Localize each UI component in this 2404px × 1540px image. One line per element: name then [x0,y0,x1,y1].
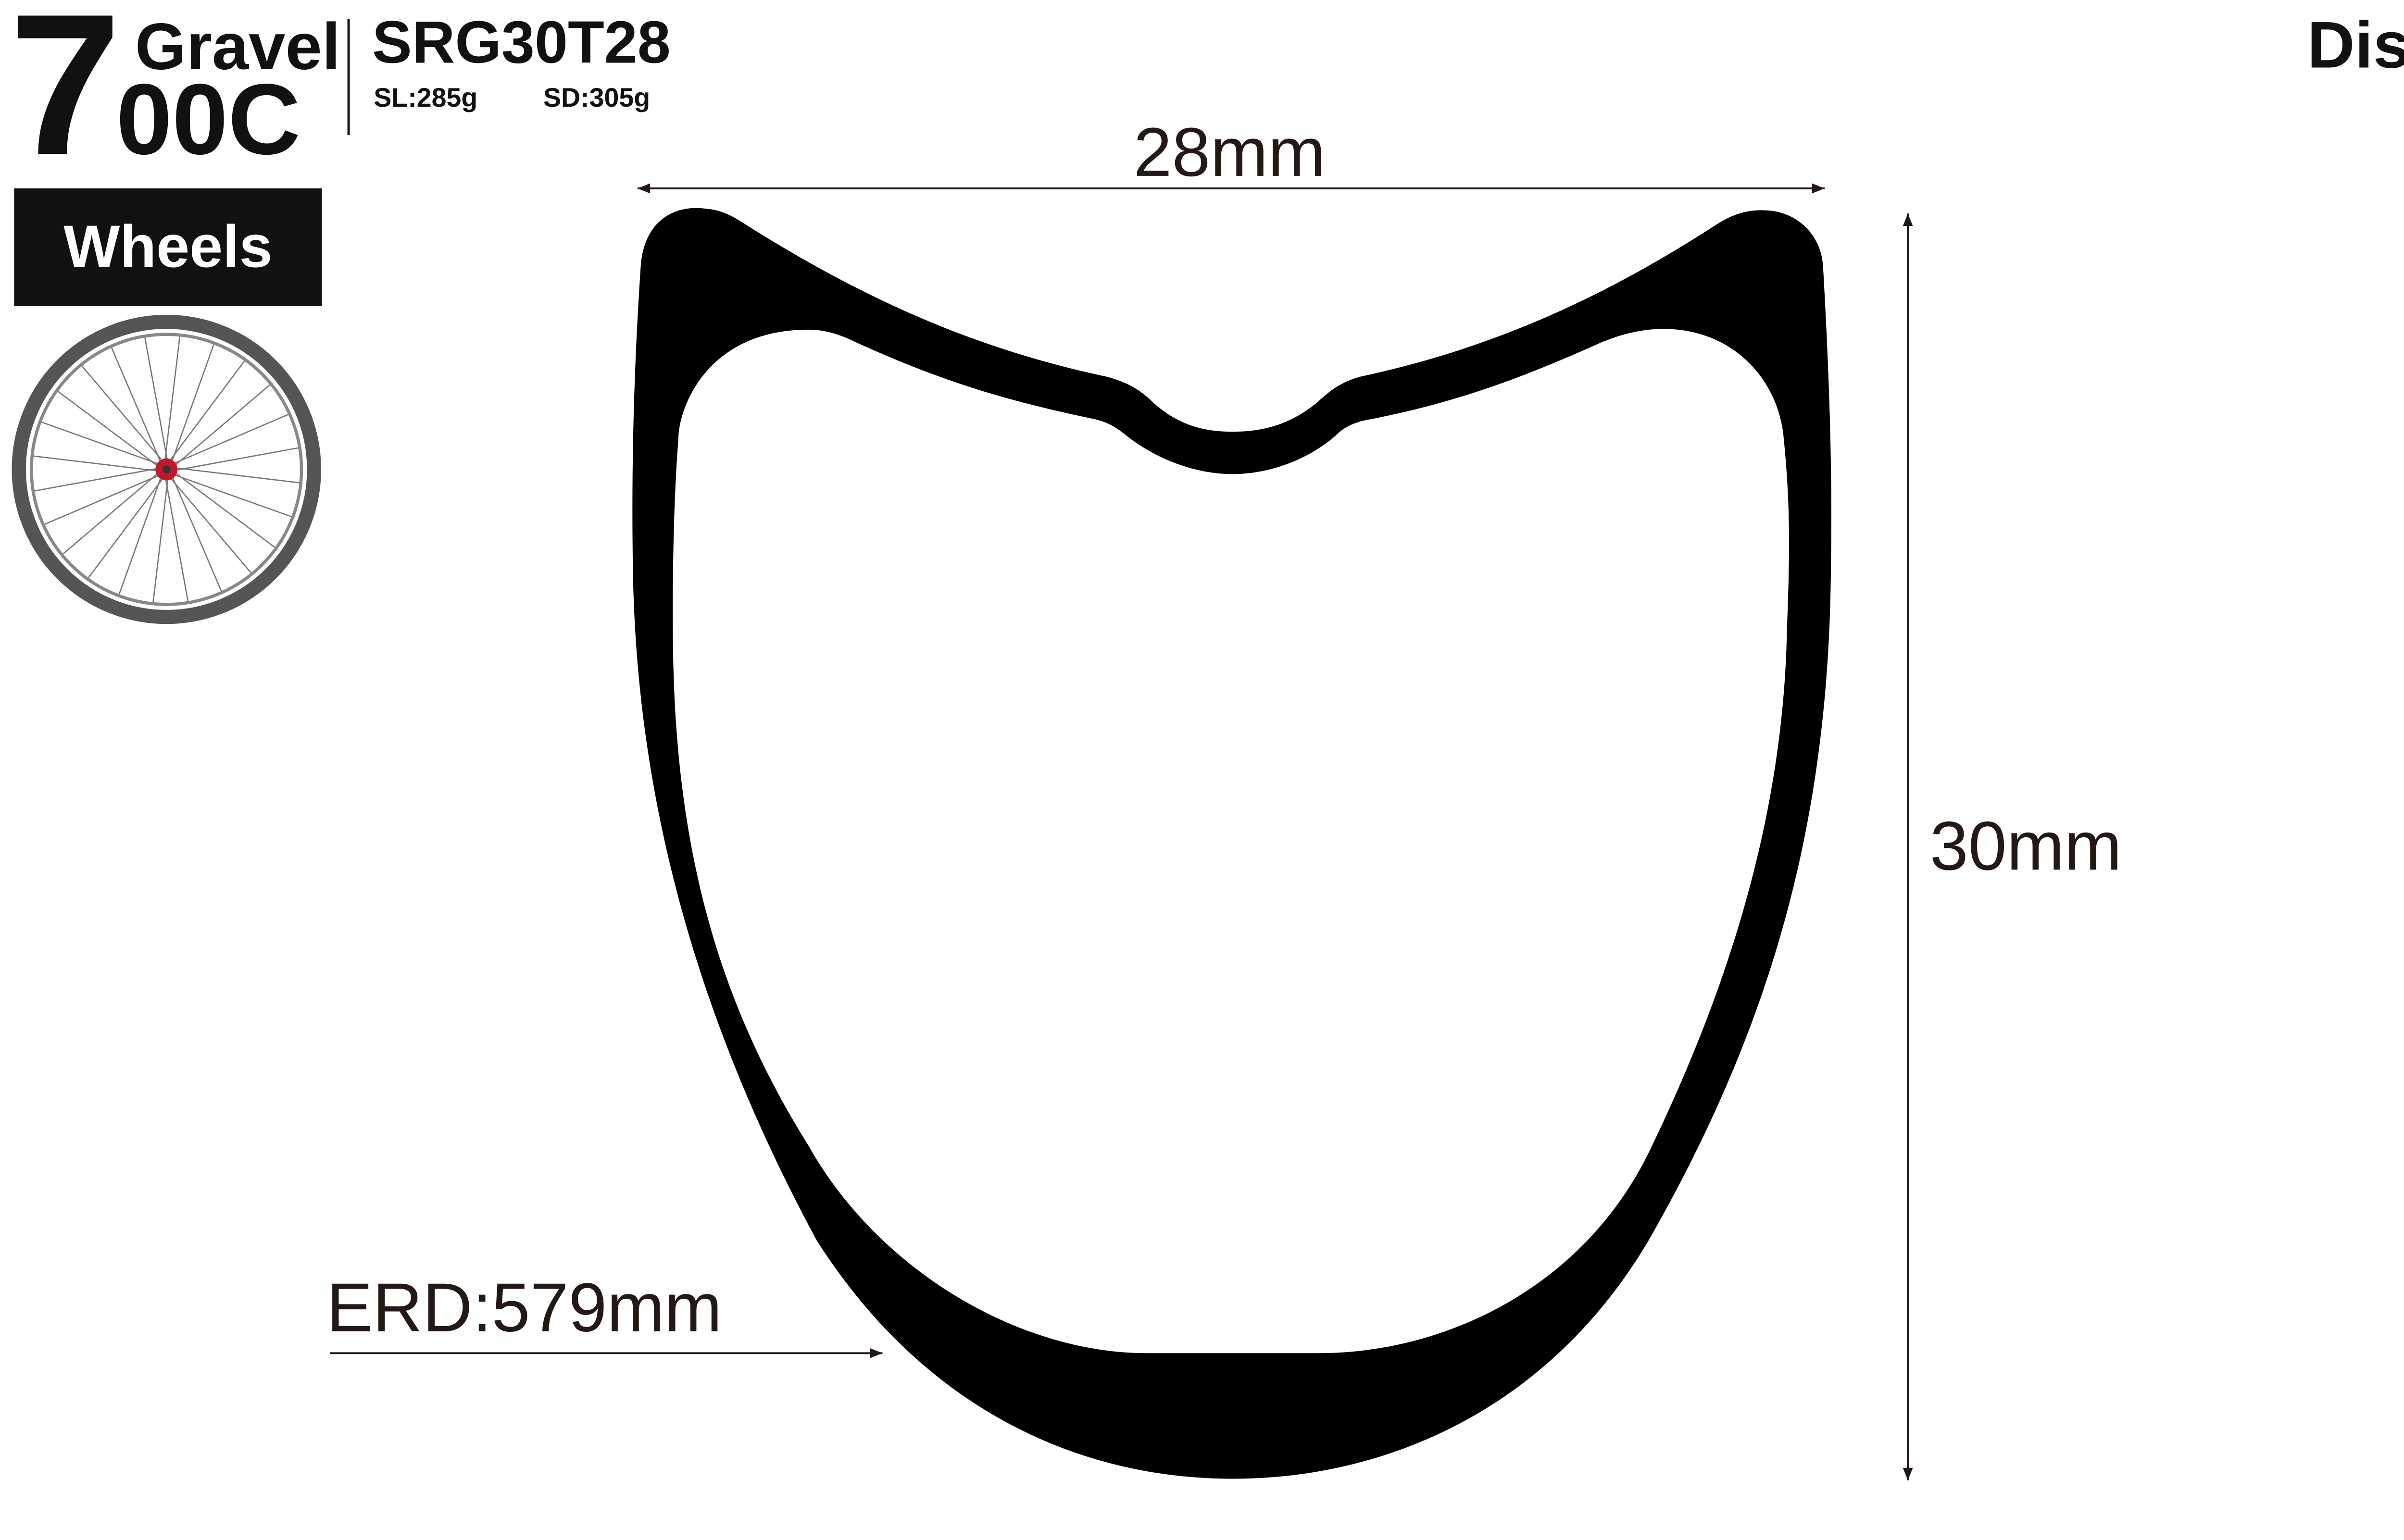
spoke [165,478,189,601]
spoke [175,467,300,484]
spoke [172,476,222,592]
spoke [33,455,157,472]
spoke [164,336,181,460]
spoke [34,468,157,492]
wheel-rim [12,314,321,624]
wheel-icon [12,314,321,624]
erd-label: ERD:579mm [326,1269,722,1346]
spoke [88,478,164,578]
spoke [81,365,163,461]
spoke [118,477,162,595]
height-label: 30mm [1930,807,2122,884]
category: Gravel [135,10,340,84]
spoke [174,474,292,518]
badge-box [14,188,322,306]
spoke [171,344,214,462]
model: SRG30T28 [372,10,671,76]
spoke [58,391,158,467]
spoke [170,477,251,573]
spoke [41,422,159,465]
spoke [63,472,159,555]
spoke [173,414,288,464]
spoke [111,347,162,462]
size-rest: 00C [116,63,300,175]
spoke [44,474,160,525]
badge: Wheels [63,213,272,280]
rim-profile [632,208,1831,1479]
spoke [175,384,270,466]
width-label: 28mm [1134,114,1326,191]
spoke [152,478,169,602]
wheel-rim-inner [30,333,303,606]
spoke [169,360,245,461]
size-big: 7 [10,0,122,197]
brake: Disc [2307,8,2404,82]
spoke [175,472,275,548]
sd-weight: SD:305g [543,83,650,112]
sl-weight: SL:285g [374,83,477,112]
spoke [144,337,168,460]
hub-center [163,465,171,473]
spoke [175,447,299,471]
